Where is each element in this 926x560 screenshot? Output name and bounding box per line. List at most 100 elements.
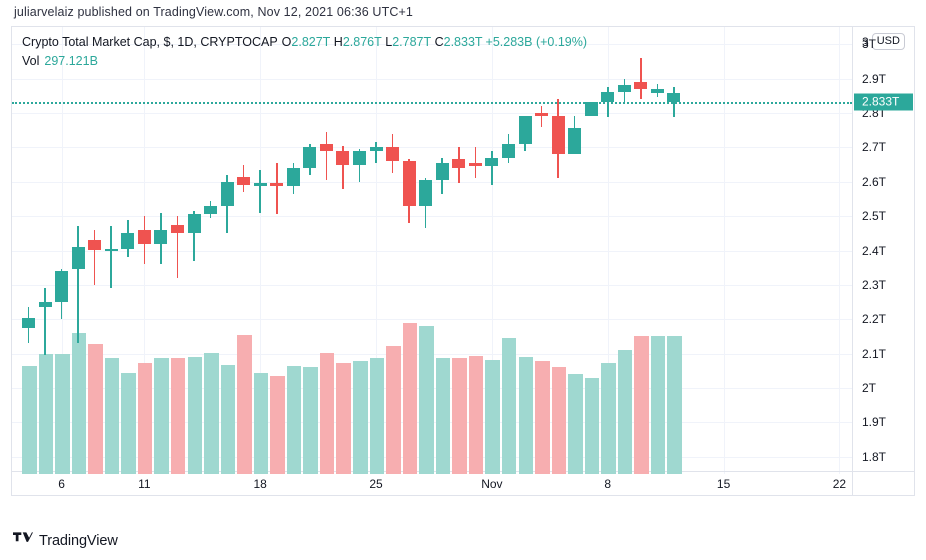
candle-body — [253, 183, 267, 186]
volume-bar — [568, 374, 583, 474]
gridline-vertical — [260, 27, 261, 474]
legend-open-label: O — [281, 35, 292, 49]
candle-body — [386, 147, 400, 162]
legend-volume-label: Vol — [22, 54, 40, 68]
candle-body — [55, 271, 69, 303]
volume-bar — [336, 363, 351, 474]
candle-body — [369, 147, 383, 151]
candle-body — [402, 161, 416, 206]
volume-bar — [104, 358, 120, 474]
candle-wick — [259, 169, 261, 213]
gridline-horizontal — [12, 250, 852, 252]
gridline-horizontal — [12, 147, 852, 149]
volume-bar — [22, 365, 37, 474]
price-axis-tick: 1.9T — [862, 415, 887, 430]
price-axis-tick: 2T — [862, 381, 877, 396]
candle-body — [71, 247, 85, 270]
candle-wick — [491, 150, 493, 186]
price-axis-tick: 2.3T — [862, 277, 887, 292]
volume-bar — [617, 349, 633, 474]
current-price-badge: 2.833T — [854, 93, 913, 111]
time-axis-separator — [852, 472, 853, 496]
candle-body — [121, 233, 135, 249]
candle-wick — [176, 216, 179, 278]
candle-wick — [540, 106, 543, 127]
volume-bar — [137, 363, 153, 474]
currency-badge[interactable]: USD — [871, 33, 905, 50]
volume-bar — [535, 361, 550, 474]
volume-bar — [518, 356, 533, 474]
candle-body — [170, 224, 184, 234]
current-price-line — [12, 101, 852, 104]
volume-bar — [154, 358, 169, 474]
chart-plot-area[interactable] — [12, 27, 852, 474]
volume-bar — [584, 378, 600, 474]
candle-body — [617, 85, 631, 93]
volume-bar — [286, 365, 302, 474]
volume-bar — [485, 359, 500, 474]
volume-bar — [38, 354, 54, 474]
volume-bar — [303, 366, 318, 474]
price-axis-tick: 1.8T — [862, 449, 887, 464]
candle-body — [452, 159, 466, 168]
candle-body — [204, 205, 218, 215]
volume-bar — [386, 345, 401, 474]
price-axis-tick: 2.2T — [862, 312, 887, 327]
price-axis-tick: 2.6T — [862, 174, 887, 189]
candle-body — [601, 92, 615, 102]
time-axis-tick: 22 — [832, 477, 847, 491]
time-axis[interactable]: 6 11 18 25 Nov 8 15 22 — [12, 471, 914, 496]
candle-wick — [325, 131, 328, 180]
volume-bar — [88, 344, 103, 474]
legend-close-label: C — [434, 35, 444, 49]
tradingview-footer: TradingView — [13, 532, 118, 550]
volume-bar — [270, 375, 285, 474]
candle-body — [650, 88, 664, 94]
gridline-horizontal — [12, 112, 852, 114]
candle-body — [468, 162, 482, 167]
candle-body — [22, 317, 35, 328]
price-axis[interactable]: 3 USD 3T 2.9T 2.8T 2.7T 2.6T 2.5T 2.4T 2.3T 2.2T… — [852, 27, 914, 474]
volume-bar — [319, 352, 335, 474]
published-byline: juliarvelaiz published on TradingView.co… — [14, 5, 413, 19]
volume-bar — [121, 372, 136, 474]
candle-wick — [77, 226, 79, 344]
candle-body — [38, 302, 52, 308]
legend-high-label: H — [333, 35, 343, 49]
volume-bar — [452, 357, 467, 474]
volume-bar — [601, 362, 616, 474]
candle-body — [568, 128, 582, 155]
price-axis-tick: 3T — [862, 37, 877, 52]
volume-bar — [353, 361, 368, 474]
chart-frame: Crypto Total Market Cap, $, 1D, CRYPTOCA… — [11, 26, 915, 496]
candle-wick — [275, 162, 278, 215]
volume-bar — [650, 336, 666, 474]
price-axis-tick: 2.4T — [862, 243, 887, 258]
tradingview-wordmark: TradingView — [39, 533, 118, 549]
volume-bar — [435, 358, 451, 474]
candle-body — [419, 180, 433, 206]
candle-body — [187, 214, 201, 234]
candle-wick — [573, 116, 576, 134]
candle-body — [518, 116, 532, 144]
candle-wick — [44, 288, 46, 356]
price-axis-unit: 3 USD — [862, 33, 905, 50]
legend-open-value: 2.827T — [291, 35, 331, 49]
volume-bar — [667, 336, 682, 474]
gridline-vertical — [839, 27, 840, 474]
volume-bar — [55, 354, 70, 474]
volume-bar — [220, 364, 236, 474]
volume-bar — [468, 355, 484, 474]
legend-low-value: 2.787T — [392, 35, 432, 49]
tradingview-logo-icon — [13, 532, 33, 550]
candle-wick — [93, 229, 96, 285]
candle-body — [237, 176, 251, 186]
candle-wick — [375, 142, 377, 163]
candle-body — [535, 112, 549, 117]
time-axis-tick: 8 — [604, 477, 612, 491]
candle-wick — [193, 210, 195, 261]
gridline-horizontal — [12, 284, 852, 286]
legend-low-label: L — [385, 35, 393, 49]
legend-row-symbol: Crypto Total Market Cap, $, 1D, CRYPTOCA… — [22, 33, 587, 52]
